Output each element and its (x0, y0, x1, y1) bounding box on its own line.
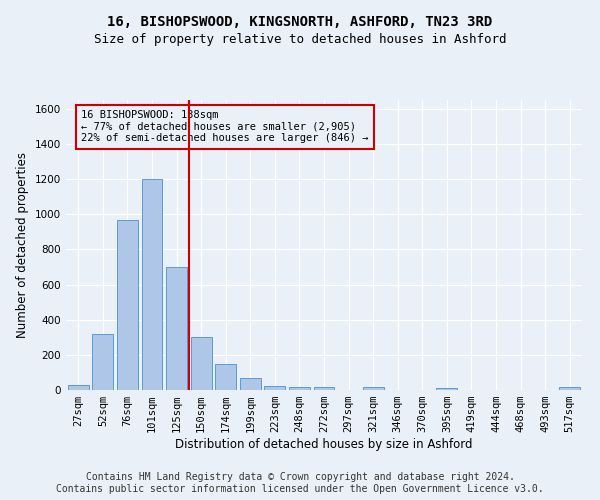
Text: 16, BISHOPSWOOD, KINGSNORTH, ASHFORD, TN23 3RD: 16, BISHOPSWOOD, KINGSNORTH, ASHFORD, TN… (107, 15, 493, 29)
Bar (240, 378, 261, 390)
Text: Size of property relative to detached houses in Ashford: Size of property relative to detached ho… (94, 32, 506, 46)
Y-axis label: Number of detached properties: Number of detached properties (16, 152, 29, 338)
X-axis label: Distribution of detached houses by size in Ashford: Distribution of detached houses by size … (175, 438, 473, 451)
Bar (559, 388, 580, 390)
Bar (92, 334, 113, 390)
Bar (362, 388, 383, 390)
Bar (166, 267, 187, 390)
Bar (289, 388, 310, 390)
Bar (191, 338, 212, 390)
Text: 16 BISHOPSWOOD: 138sqm
← 77% of detached houses are smaller (2,905)
22% of semi-: 16 BISHOPSWOOD: 138sqm ← 77% of detached… (82, 110, 369, 144)
Bar (436, 388, 457, 390)
Bar (265, 386, 286, 390)
Bar (215, 364, 236, 390)
Text: Contains HM Land Registry data © Crown copyright and database right 2024.
Contai: Contains HM Land Registry data © Crown c… (56, 472, 544, 494)
Bar (142, 179, 163, 390)
Bar (117, 220, 138, 390)
Bar (314, 388, 334, 390)
Bar (68, 384, 89, 390)
